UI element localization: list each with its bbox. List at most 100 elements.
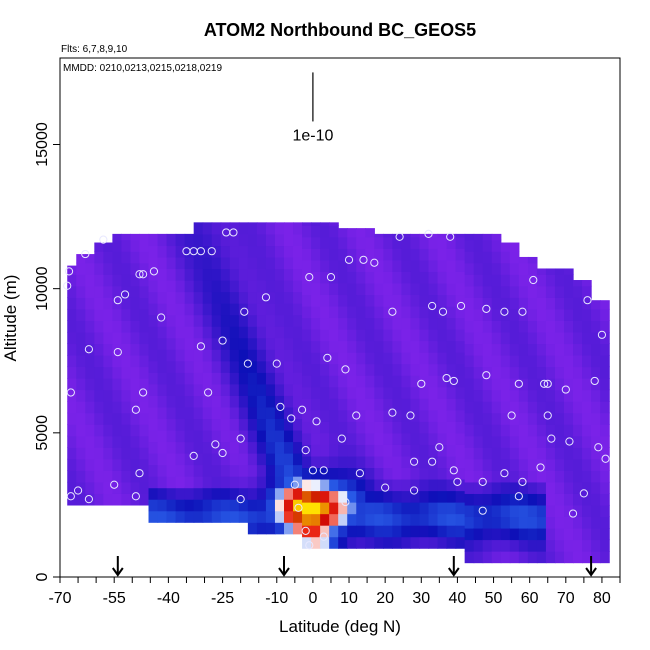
- field-cell: [455, 317, 466, 330]
- field-cell: [401, 409, 412, 422]
- field-cell: [85, 308, 95, 321]
- field-cell: [302, 386, 312, 399]
- field-cell: [329, 386, 339, 399]
- field-cell: [591, 331, 601, 345]
- field-cell: [94, 262, 104, 275]
- field-cell: [94, 297, 104, 310]
- field-cell: [518, 551, 529, 564]
- field-cell: [410, 386, 421, 399]
- field-cell: [491, 539, 502, 552]
- field-cell: [536, 378, 547, 391]
- field-cell: [103, 412, 113, 425]
- field-cell: [284, 453, 294, 466]
- field-cell: [220, 453, 231, 466]
- field-cell: [85, 389, 95, 402]
- field-cell: [76, 320, 86, 333]
- field-cell: [211, 418, 222, 431]
- field-cell: [527, 516, 538, 529]
- field-cell: [193, 453, 204, 466]
- field-cell: [401, 455, 412, 469]
- field-cell: [347, 259, 357, 272]
- field-cell: [175, 268, 186, 281]
- field-cell: [518, 493, 529, 506]
- field-cell: [211, 256, 222, 270]
- field-cell: [392, 233, 403, 238]
- field-cell: [536, 366, 547, 379]
- field-cell: [591, 435, 601, 448]
- field-cell: [202, 291, 213, 304]
- field-cell: [464, 366, 475, 379]
- field-cell: [428, 467, 439, 480]
- field-cell: [148, 476, 159, 489]
- sample-point: [305, 273, 314, 282]
- field-cell: [112, 251, 123, 264]
- field-cell: [76, 378, 86, 391]
- field-cell: [365, 352, 375, 365]
- field-cell: [491, 297, 502, 310]
- field-cell: [536, 389, 547, 402]
- field-cell: [311, 398, 321, 411]
- sample-point: [66, 388, 75, 397]
- sample-point: [312, 417, 321, 426]
- field-cell: [211, 383, 222, 396]
- field-cell: [76, 274, 86, 287]
- sample-point: [446, 232, 455, 241]
- field-cell: [554, 401, 565, 414]
- field-cell: [500, 389, 511, 402]
- field-cell: [527, 256, 538, 264]
- field-cell: [274, 360, 285, 373]
- field-cell: [166, 233, 177, 247]
- field-cell: [220, 499, 231, 512]
- field-cell: [491, 274, 502, 287]
- plot-frame: [59, 57, 621, 578]
- field-cell: [392, 478, 403, 492]
- field-cell: [256, 303, 267, 316]
- field-cell: [554, 366, 565, 379]
- field-cell: [428, 305, 439, 319]
- field-cell: [464, 262, 475, 275]
- field-cell: [419, 478, 430, 492]
- field-cell: [473, 493, 484, 506]
- field-cell: [184, 372, 195, 385]
- field-cell: [401, 421, 412, 434]
- field-cell: [419, 432, 430, 445]
- field-cell: [491, 389, 502, 402]
- field-cell: [582, 424, 592, 437]
- field-cell: [591, 424, 601, 437]
- field-cell: [482, 527, 493, 541]
- field-cell: [365, 386, 375, 399]
- field-cell: [166, 314, 177, 327]
- field-cell: [410, 490, 421, 503]
- field-cell: [554, 516, 565, 529]
- field-cell: [564, 551, 574, 564]
- field-cell: [392, 536, 403, 549]
- field-cell: [446, 375, 457, 388]
- sample-point: [63, 281, 72, 290]
- field-cell: [365, 421, 375, 434]
- field-cell: [509, 354, 520, 368]
- field-cell: [148, 326, 159, 339]
- field-cell: [347, 444, 357, 457]
- field-cell: [202, 406, 213, 420]
- field-cell: [130, 262, 141, 275]
- field-cell: [347, 340, 357, 353]
- field-cell: [500, 551, 511, 564]
- field-cell: [175, 418, 186, 431]
- field-cell: [238, 280, 249, 293]
- field-cell: [392, 294, 403, 307]
- field-cell: [247, 233, 258, 247]
- field-cell: [265, 372, 276, 385]
- field-cell: [509, 308, 520, 321]
- field-cell: [482, 504, 493, 518]
- field-cell: [392, 248, 403, 261]
- field-cell: [112, 389, 123, 402]
- field-cell: [85, 481, 95, 494]
- field-cell: [437, 467, 448, 480]
- field-cell: [365, 294, 375, 307]
- field-cell: [437, 513, 448, 526]
- field-cell: [591, 308, 601, 321]
- field-cell: [428, 421, 439, 434]
- field-cell: [582, 516, 592, 529]
- field-cell: [545, 527, 556, 541]
- field-cell: [320, 352, 330, 365]
